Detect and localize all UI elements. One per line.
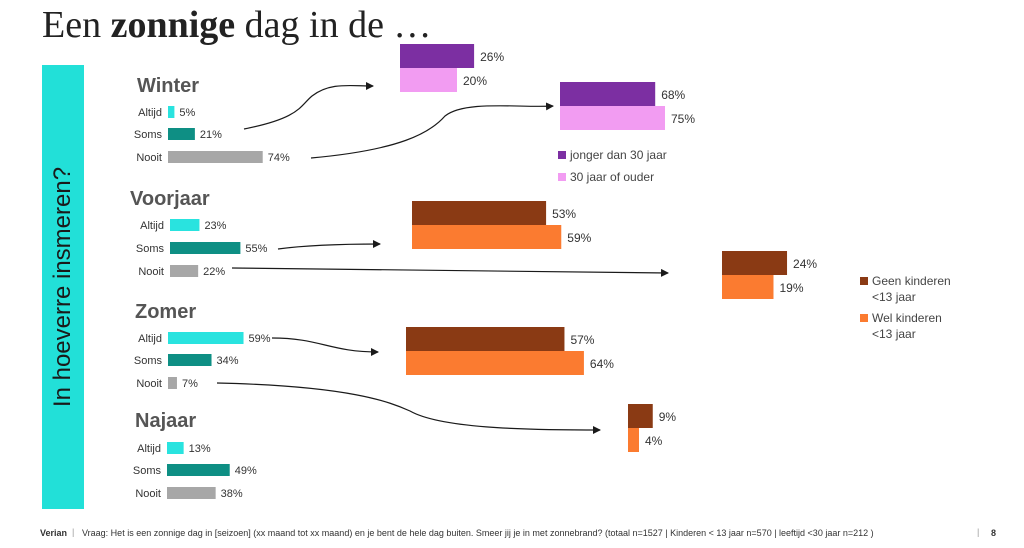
data-label: 59% bbox=[249, 333, 271, 345]
breakdown-bar bbox=[722, 275, 774, 299]
category-label: Soms bbox=[136, 243, 165, 255]
arrow bbox=[310, 102, 554, 159]
data-label: 55% bbox=[245, 243, 267, 255]
breakdown-bar bbox=[412, 201, 547, 225]
chart: Winter Altijd 5% Soms 21% Nooit 74% Voorjaar Alt… bbox=[130, 44, 951, 500]
data-label: 22% bbox=[203, 266, 225, 278]
arrow bbox=[271, 337, 379, 356]
legend-label: jonger dan 30 jaar bbox=[569, 148, 667, 162]
bar-nooit bbox=[167, 487, 216, 499]
season-title: Zomer bbox=[135, 301, 196, 323]
footer-separator: | bbox=[977, 527, 980, 537]
legend-swatch bbox=[860, 314, 868, 322]
data-label: 21% bbox=[200, 129, 222, 141]
data-label: 38% bbox=[221, 488, 243, 500]
arrow bbox=[231, 267, 669, 277]
legend-swatch bbox=[558, 151, 566, 159]
data-label: 26% bbox=[480, 50, 504, 64]
data-label: 49% bbox=[235, 465, 257, 477]
category-label: Nooit bbox=[136, 378, 162, 390]
footer: Verian | Vraag: Het is een zonnige dag i… bbox=[0, 523, 1024, 545]
breakdown-bar bbox=[400, 44, 475, 68]
data-label: 53% bbox=[552, 207, 576, 221]
legend-label: Wel kinderen bbox=[872, 311, 942, 325]
breakdown-bar bbox=[560, 106, 665, 130]
data-label: 75% bbox=[671, 112, 695, 126]
bar-altijd bbox=[170, 219, 200, 231]
breakdown-bar bbox=[628, 404, 653, 428]
data-label: 64% bbox=[590, 357, 614, 371]
data-label: 19% bbox=[779, 281, 803, 295]
data-label: 59% bbox=[567, 231, 591, 245]
page-title: Een zonnige dag in de … bbox=[42, 4, 432, 46]
breakdown-bar bbox=[406, 351, 584, 375]
breakdown-bar bbox=[400, 68, 457, 92]
category-label: Altijd bbox=[138, 107, 162, 119]
category-label: Nooit bbox=[138, 266, 164, 278]
data-label: 57% bbox=[570, 333, 594, 347]
legend-label: 30 jaar of ouder bbox=[570, 170, 654, 184]
bar-nooit bbox=[168, 151, 263, 163]
bar-soms bbox=[167, 464, 230, 476]
bar-soms bbox=[170, 242, 241, 254]
footer-brand: Verian bbox=[40, 528, 68, 538]
legend-label: Geen kinderen bbox=[872, 274, 951, 288]
category-label: Nooit bbox=[136, 152, 162, 164]
bar-nooit bbox=[170, 265, 199, 277]
footer-separator: | bbox=[72, 527, 75, 537]
data-label: 7% bbox=[182, 378, 198, 390]
data-label: 24% bbox=[793, 257, 817, 271]
data-label: 68% bbox=[661, 88, 685, 102]
breakdown-bar bbox=[406, 327, 565, 351]
bar-altijd bbox=[168, 332, 244, 344]
sidebar-band bbox=[42, 65, 84, 509]
category-label: Soms bbox=[134, 129, 163, 141]
data-label: 4% bbox=[645, 434, 663, 448]
category-label: Altijd bbox=[140, 220, 164, 232]
breakdown-bar bbox=[628, 428, 639, 452]
data-label: 74% bbox=[268, 152, 290, 164]
bar-altijd bbox=[167, 442, 184, 454]
season-title: Najaar bbox=[135, 410, 196, 432]
season-title: Voorjaar bbox=[130, 188, 210, 210]
arrow bbox=[277, 240, 381, 250]
data-label: 5% bbox=[179, 107, 195, 119]
category-label: Altijd bbox=[137, 443, 161, 455]
category-label: Nooit bbox=[135, 488, 161, 500]
breakdown-bar bbox=[722, 251, 788, 275]
footer-question: Vraag: Het is een zonnige dag in [seizoe… bbox=[82, 528, 874, 538]
breakdown-bar bbox=[560, 82, 656, 106]
category-label: Altijd bbox=[138, 333, 162, 345]
bar-soms bbox=[168, 128, 195, 140]
arrow bbox=[216, 382, 601, 434]
bar-soms bbox=[168, 354, 212, 366]
legend-label: <13 jaar bbox=[872, 327, 916, 341]
bar-altijd bbox=[168, 106, 175, 118]
breakdown-bar bbox=[412, 225, 562, 249]
category-label: Soms bbox=[133, 465, 162, 477]
data-label: 23% bbox=[204, 220, 226, 232]
legend-swatch bbox=[558, 173, 566, 181]
season-title: Winter bbox=[137, 75, 199, 97]
arrow bbox=[243, 81, 374, 130]
bar-nooit bbox=[168, 377, 177, 389]
data-label: 13% bbox=[189, 443, 211, 455]
category-label: Soms bbox=[134, 355, 163, 367]
data-label: 34% bbox=[217, 355, 239, 367]
legend-swatch bbox=[860, 277, 868, 285]
data-label: 9% bbox=[659, 410, 677, 424]
data-label: 20% bbox=[463, 74, 487, 88]
legend-label: <13 jaar bbox=[872, 290, 916, 304]
page-number: 8 bbox=[991, 528, 997, 538]
